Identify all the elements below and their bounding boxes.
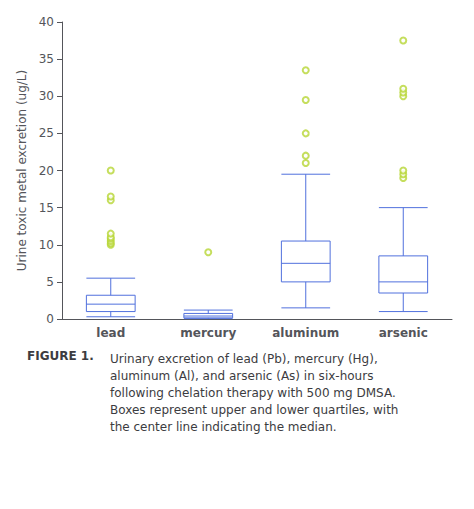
svg-text:the center line indicating the: the center line indicating the median.	[110, 420, 337, 434]
svg-text:FIGURE 1.: FIGURE 1.	[27, 349, 94, 363]
svg-text:20: 20	[39, 164, 54, 178]
svg-text:40: 40	[39, 15, 54, 29]
svg-text:30: 30	[39, 89, 54, 103]
svg-text:15: 15	[39, 201, 54, 215]
svg-text:0: 0	[46, 312, 54, 326]
svg-text:mercury: mercury	[180, 326, 236, 340]
svg-text:Urine toxic metal excretion (u: Urine toxic metal excretion (ug/L)	[15, 70, 29, 272]
svg-text:10: 10	[39, 238, 54, 252]
svg-text:following chelation therapy wi: following chelation therapy with 500 mg …	[110, 386, 396, 400]
svg-text:Boxes represent upper and lowe: Boxes represent upper and lower quartile…	[110, 403, 398, 417]
svg-text:25: 25	[39, 126, 54, 140]
svg-text:aluminum (Al), and arsenic (As: aluminum (Al), and arsenic (As) in six-h…	[110, 369, 373, 383]
svg-text:5: 5	[46, 275, 54, 289]
svg-text:Urinary excretion of lead (Pb): Urinary excretion of lead (Pb), mercury …	[110, 352, 378, 366]
svg-text:aluminum: aluminum	[272, 326, 339, 340]
svg-text:35: 35	[39, 52, 54, 66]
svg-text:lead: lead	[96, 326, 125, 340]
svg-text:arsenic: arsenic	[379, 326, 428, 340]
